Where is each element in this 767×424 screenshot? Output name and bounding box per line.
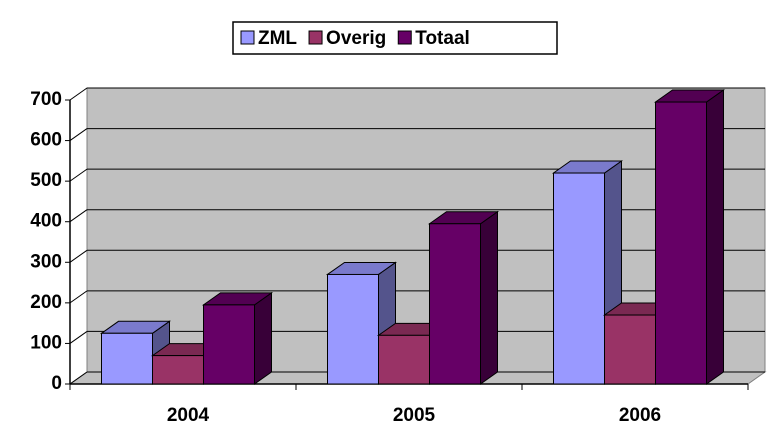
legend-swatch: [240, 30, 255, 45]
bar-side: [706, 89, 724, 385]
legend-label: ZML: [258, 28, 297, 49]
y-tick-label: 0: [51, 373, 62, 394]
legend-box: [232, 21, 558, 55]
grid-line-side: [69, 331, 88, 344]
y-tick-label: 700: [30, 89, 62, 110]
legend-label: Totaal: [415, 28, 470, 49]
grid-line-side: [69, 249, 88, 263]
legend-label: Overig: [326, 28, 386, 49]
grid-line-side: [69, 168, 88, 182]
x-tick-label: 2006: [619, 405, 661, 424]
x-tick-label: 2005: [393, 405, 436, 424]
legend-swatch: [308, 30, 323, 45]
grid-line-side: [69, 290, 88, 304]
bar: [327, 273, 379, 385]
y-tick-label: 200: [30, 292, 62, 313]
legend-swatch: [397, 30, 412, 45]
y-tick-label: 100: [30, 332, 62, 353]
y-tick-label: 400: [30, 211, 62, 232]
y-tick-label: 300: [30, 251, 62, 272]
grid-line-side: [69, 128, 88, 141]
grid-line-side: [69, 87, 88, 101]
bar: [152, 355, 204, 385]
bar: [655, 101, 707, 385]
bar: [378, 334, 430, 385]
y-tick-label: 600: [30, 130, 62, 151]
bar-side: [254, 291, 272, 385]
bar-side: [480, 210, 498, 385]
x-tick-label: 2004: [167, 405, 210, 424]
y-tick-label: 500: [30, 170, 62, 191]
bar: [604, 314, 656, 385]
bar: [553, 172, 605, 385]
grid-line-side: [69, 209, 88, 223]
bar: [101, 332, 153, 385]
grid-line-side: [69, 371, 88, 385]
bar: [203, 304, 255, 385]
bar: [429, 223, 481, 385]
